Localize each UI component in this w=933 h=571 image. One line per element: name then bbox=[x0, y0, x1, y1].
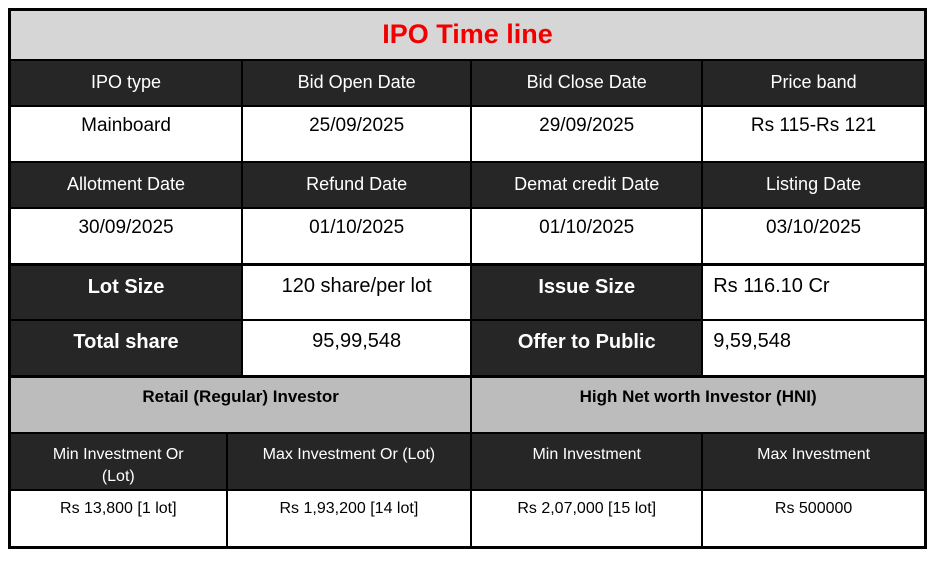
retail-min-investment-value: Rs 13,800 [1 lot] bbox=[60, 500, 177, 517]
col-header-demat-credit-date: Demat credit Date bbox=[470, 163, 701, 207]
offer-to-public-label: Offer to Public bbox=[470, 321, 702, 375]
col-header-listing-date: Listing Date bbox=[701, 163, 924, 207]
ipo-table: IPO Time line IPO type Bid Open Date Bid… bbox=[8, 8, 927, 549]
hni-min-investment-value: Rs 2,07,000 [15 lot] bbox=[470, 491, 701, 546]
price-band-value: Rs 115-Rs 121 bbox=[701, 107, 924, 161]
listing-date-value: 03/10/2025 bbox=[701, 209, 924, 263]
allotment-date-value: 30/09/2025 bbox=[78, 217, 174, 238]
demat-credit-date-value: 01/10/2025 bbox=[470, 209, 701, 263]
retail-min-investment-header: Min Investment Or (Lot) bbox=[52, 446, 184, 485]
col-header-allotment-date: Allotment Date bbox=[67, 174, 186, 194]
investment-subheader-row: Min Investment Or (Lot) Max Investment O… bbox=[11, 432, 924, 489]
lot-issue-row: Lot Size 120 share/per lot Issue Size Rs… bbox=[11, 263, 924, 319]
issue-size-label: Issue Size bbox=[470, 266, 702, 319]
hni-investor-section-header: High Net worth Investor (HNI) bbox=[470, 378, 924, 432]
lot-size-label: Lot Size bbox=[11, 266, 242, 319]
col-header-bid-close-date: Bid Close Date bbox=[470, 61, 701, 105]
hni-max-investment-header: Max Investment bbox=[701, 434, 924, 489]
bid-open-date-value: 25/09/2025 bbox=[241, 107, 470, 161]
retail-max-investment-value: Rs 1,93,200 [14 lot] bbox=[225, 491, 471, 546]
page-title: IPO Time line bbox=[382, 19, 553, 49]
timeline-header-row-2: Allotment Date Refund Date Demat credit … bbox=[11, 161, 924, 207]
title-row: IPO Time line bbox=[11, 11, 924, 59]
col-header-price-band: Price band bbox=[701, 61, 924, 105]
lot-size-value: 120 share/per lot bbox=[241, 266, 470, 319]
timeline-header-row-1: IPO type Bid Open Date Bid Close Date Pr… bbox=[11, 59, 924, 105]
retail-max-investment-header: Max Investment Or (Lot) bbox=[225, 434, 471, 489]
timeline-data-row-1: Mainboard 25/09/2025 29/09/2025 Rs 115-R… bbox=[11, 105, 924, 161]
bid-close-date-value: 29/09/2025 bbox=[470, 107, 701, 161]
col-header-ipo-type: IPO type bbox=[91, 72, 162, 92]
investment-values-row: Rs 13,800 [1 lot] Rs 1,93,200 [14 lot] R… bbox=[11, 489, 924, 546]
total-offer-row: Total share 95,99,548 Offer to Public 9,… bbox=[11, 319, 924, 375]
col-header-bid-open-date: Bid Open Date bbox=[241, 61, 470, 105]
hni-min-investment-header: Min Investment bbox=[470, 434, 701, 489]
issue-size-value: Rs 116.10 Cr bbox=[701, 266, 924, 319]
timeline-data-row-2: 30/09/2025 01/10/2025 01/10/2025 03/10/2… bbox=[11, 207, 924, 263]
investor-section-row: Retail (Regular) Investor High Net worth… bbox=[11, 375, 924, 432]
offer-to-public-value: 9,59,548 bbox=[701, 321, 924, 375]
ipo-type-value: Mainboard bbox=[81, 115, 171, 136]
hni-max-investment-value: Rs 500000 bbox=[701, 491, 924, 546]
col-header-refund-date: Refund Date bbox=[241, 163, 470, 207]
refund-date-value: 01/10/2025 bbox=[241, 209, 470, 263]
total-share-label: Total share bbox=[11, 321, 242, 375]
total-share-value: 95,99,548 bbox=[241, 321, 470, 375]
retail-investor-section-header: Retail (Regular) Investor bbox=[142, 387, 339, 406]
